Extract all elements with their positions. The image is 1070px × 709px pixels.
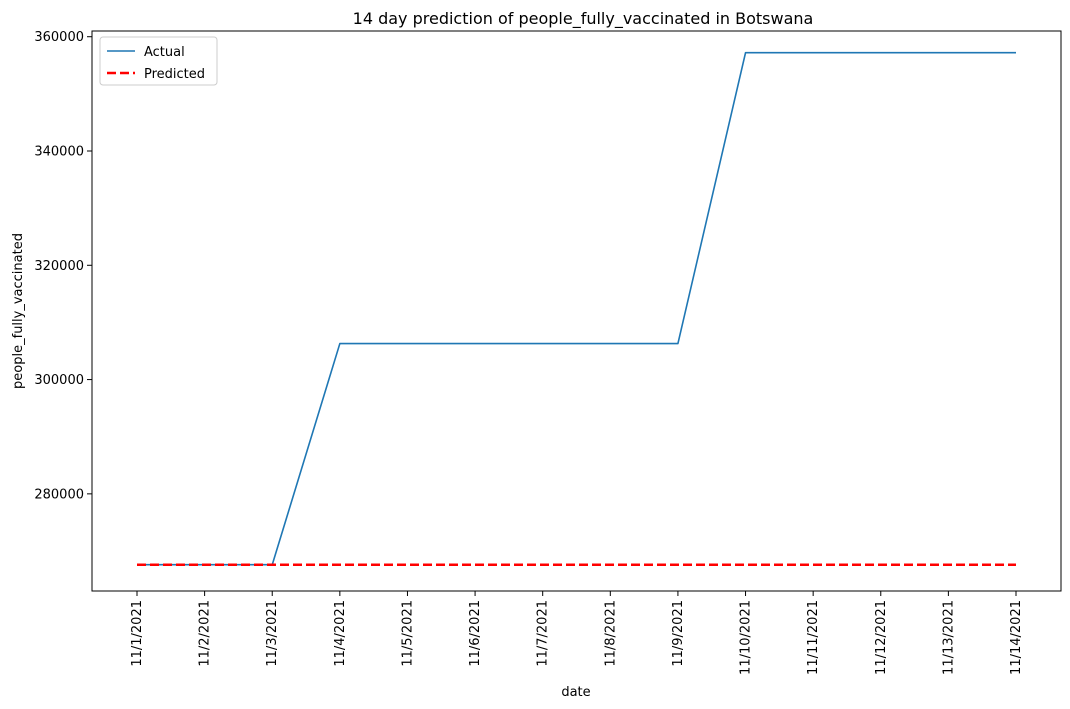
x-tick-label: 11/6/2021 [468, 600, 483, 667]
y-axis: 280000 300000 320000 340000 360000 [34, 30, 92, 502]
x-tick-label: 11/2/2021 [198, 600, 213, 667]
legend: Actual Predicted [99, 36, 218, 86]
x-tick-label: 11/9/2021 [671, 600, 686, 667]
y-tick-label: 360000 [34, 30, 84, 45]
y-tick-label: 280000 [34, 487, 84, 502]
y-tick-label: 300000 [34, 373, 84, 388]
y-axis-title: people_fully_vaccinated [11, 233, 26, 389]
legend-label-predicted: Predicted [144, 67, 205, 82]
x-tick-label: 11/13/2021 [941, 600, 956, 675]
axes-frame [91, 30, 1062, 592]
legend-box [99, 36, 218, 86]
x-tick-label: 11/11/2021 [806, 600, 821, 675]
y-tick-label: 320000 [34, 259, 84, 274]
x-tick-label: 11/5/2021 [400, 600, 415, 667]
plot-area [137, 51, 1016, 566]
series-line-actual [137, 51, 1016, 566]
legend-label-actual: Actual [144, 45, 185, 60]
x-tick-label: 11/3/2021 [265, 600, 280, 667]
x-tick-label: 11/10/2021 [739, 600, 754, 675]
x-tick-label: 11/7/2021 [536, 600, 551, 667]
x-tick-label: 11/1/2021 [130, 600, 145, 667]
y-tick-label: 340000 [34, 145, 84, 160]
x-tick-label: 11/14/2021 [1009, 600, 1024, 675]
x-tick-label: 11/8/2021 [603, 600, 618, 667]
chart-title: 14 day prediction of people_fully_vaccin… [353, 9, 814, 29]
x-axis: 11/1/2021 11/2/2021 11/3/2021 11/4/2021 11/5… [130, 591, 1024, 675]
x-tick-label: 11/12/2021 [874, 600, 889, 675]
x-axis-title: date [561, 685, 590, 700]
x-tick-label: 11/4/2021 [333, 600, 348, 667]
